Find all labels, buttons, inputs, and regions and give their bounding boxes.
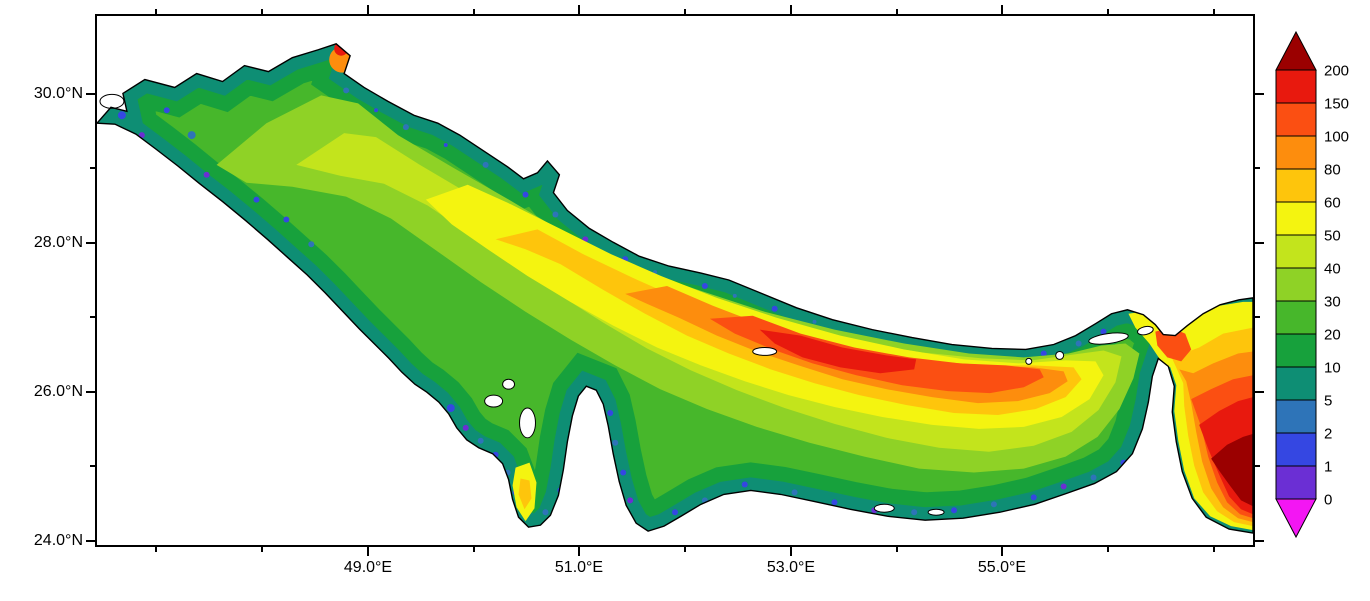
colorbar-cell	[1275, 432, 1317, 467]
x-axis-tick	[790, 547, 792, 556]
y-axis-tick	[86, 391, 95, 393]
colorbar-cell	[1275, 399, 1317, 434]
colorbar-tick-label: 5	[1324, 393, 1332, 410]
x-axis-minor-tick	[473, 9, 475, 14]
x-axis-tick	[1001, 5, 1003, 14]
colorbar-cell	[1275, 267, 1317, 302]
y-axis-tick-label: 26.0°N	[33, 383, 83, 400]
x-axis-tick	[1001, 547, 1003, 556]
x-axis-tick	[367, 547, 369, 556]
water-field	[97, 43, 1253, 534]
colorbar-tick-label: 0	[1324, 492, 1332, 509]
colorbar-cell	[1275, 300, 1317, 335]
colorbar-tick-label: 150	[1324, 96, 1349, 113]
colorbar-tick-label: 1	[1324, 459, 1332, 476]
island	[873, 503, 895, 513]
gulf-map-canvas	[97, 43, 1253, 534]
y-axis-minor-tick	[1255, 167, 1260, 169]
colorbar-tick-label: 20	[1324, 327, 1341, 344]
island	[1088, 332, 1129, 345]
x-axis-minor-tick	[261, 9, 263, 14]
x-axis-minor-tick	[1213, 9, 1215, 14]
x-axis-minor-tick	[684, 9, 686, 14]
y-axis-tick	[1255, 540, 1264, 542]
y-axis-minor-tick	[1255, 316, 1260, 318]
colorbar-tick-label: 10	[1324, 360, 1341, 377]
y-axis-tick	[86, 242, 95, 244]
island	[927, 508, 945, 516]
x-axis-minor-tick	[155, 547, 157, 552]
plot-frame	[95, 14, 1255, 547]
island	[1055, 350, 1065, 360]
colorbar-tick-label: 60	[1324, 195, 1341, 212]
colorbar-cell	[1275, 465, 1317, 500]
island	[752, 346, 778, 356]
x-axis-tick-label: 51.0°E	[554, 559, 604, 576]
colorbar-cell	[1275, 168, 1317, 203]
y-axis-tick	[86, 93, 95, 95]
y-axis-minor-tick	[90, 167, 95, 169]
x-axis-minor-tick	[473, 547, 475, 552]
y-axis-tick-label: 24.0°N	[33, 532, 83, 549]
colorbar-tick-label: 2	[1324, 426, 1332, 443]
x-axis-tick	[367, 5, 369, 14]
x-axis-tick	[578, 5, 580, 14]
island	[1025, 357, 1033, 365]
islands	[99, 93, 1154, 516]
y-axis-minor-tick	[1255, 465, 1260, 467]
y-axis-minor-tick	[90, 465, 95, 467]
depth-contour	[759, 329, 917, 374]
x-axis-tick-label: 55.0°E	[977, 559, 1027, 576]
colorbar-bottom-arrow	[1275, 498, 1317, 539]
y-axis-minor-tick	[90, 316, 95, 318]
y-axis-tick	[1255, 242, 1264, 244]
x-axis-tick-label: 53.0°E	[766, 559, 816, 576]
colorbar-cell	[1275, 102, 1317, 137]
island	[502, 378, 516, 390]
depth-contour	[518, 478, 532, 510]
x-axis-tick-label: 49.0°E	[343, 559, 393, 576]
colorbar-top-arrow	[1275, 30, 1317, 71]
colorbar-tick-label: 30	[1324, 294, 1341, 311]
depth-contour	[1211, 433, 1253, 507]
colorbar-cell	[1275, 69, 1317, 104]
colorbar-cell	[1275, 234, 1317, 269]
y-axis-tick-label: 30.0°N	[33, 85, 83, 102]
colorbar-cell	[1275, 366, 1317, 401]
x-axis-minor-tick	[261, 547, 263, 552]
colorbar-tick-label: 200	[1324, 63, 1349, 80]
x-axis-tick	[790, 5, 792, 14]
colorbar-cell	[1275, 333, 1317, 368]
x-axis-minor-tick	[896, 9, 898, 14]
colorbar-tick-label: 80	[1324, 162, 1341, 179]
depth-contours	[216, 43, 1253, 531]
colorbar-tick-label: 40	[1324, 261, 1341, 278]
colorbar-tick-label: 100	[1324, 129, 1349, 146]
x-axis-minor-tick	[684, 547, 686, 552]
island	[519, 407, 536, 439]
y-axis-tick	[1255, 391, 1264, 393]
x-axis-minor-tick	[1107, 9, 1109, 14]
colorbar-cell	[1275, 201, 1317, 236]
x-axis-tick	[578, 547, 580, 556]
island	[1137, 325, 1154, 336]
depth-contour	[1155, 327, 1192, 362]
island	[484, 394, 504, 408]
y-axis-tick-label: 28.0°N	[33, 234, 83, 251]
x-axis-minor-tick	[896, 547, 898, 552]
colorbar-tick-label: 50	[1324, 228, 1341, 245]
colorbar-cell	[1275, 135, 1317, 170]
x-axis-minor-tick	[1213, 547, 1215, 552]
island	[99, 93, 125, 109]
x-axis-minor-tick	[1107, 547, 1109, 552]
y-axis-tick	[1255, 93, 1264, 95]
y-axis-tick	[86, 540, 95, 542]
x-axis-minor-tick	[155, 9, 157, 14]
